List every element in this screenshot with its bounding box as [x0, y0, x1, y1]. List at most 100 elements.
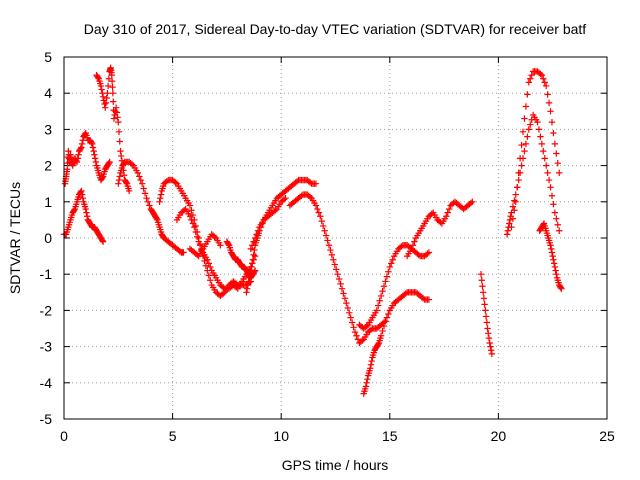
data-point: [247, 245, 254, 253]
data-point: [328, 251, 336, 259]
data-point: [514, 184, 521, 191]
data-point: [101, 100, 108, 108]
data-point: [97, 82, 105, 90]
data-point: [386, 263, 393, 271]
data-point: [250, 251, 257, 259]
data-point: [272, 207, 279, 214]
data-point: [382, 278, 389, 285]
data-point: [243, 289, 250, 296]
data-point: [508, 223, 515, 231]
data-point: [282, 194, 289, 202]
data-point: [195, 238, 202, 245]
data-point: [540, 221, 547, 228]
data-point: [194, 251, 201, 259]
data-point: [373, 307, 380, 314]
data-point: [115, 118, 122, 126]
data-point: [112, 108, 119, 115]
data-point: [244, 281, 252, 289]
data-point: [367, 361, 375, 368]
data-point: [327, 246, 334, 254]
data-point: [519, 128, 527, 136]
data-point: [335, 275, 343, 283]
data-point: [123, 179, 130, 186]
data-point: [205, 260, 212, 267]
data-point: [191, 223, 198, 231]
data-point: [248, 263, 255, 271]
x-axis-label: GPS time / hours: [282, 457, 389, 473]
data-series: [403, 198, 476, 260]
data-point: [551, 140, 559, 148]
data-point: [541, 79, 548, 86]
data-point: [253, 231, 260, 238]
data-point: [194, 233, 201, 240]
data-point: [547, 242, 554, 249]
data-point: [74, 155, 81, 162]
data-point: [538, 140, 546, 148]
data-point: [544, 91, 551, 98]
data-point: [376, 297, 383, 304]
data-point: [521, 147, 528, 155]
data-point: [348, 319, 356, 326]
data-point: [314, 205, 321, 213]
data-point: [487, 347, 495, 354]
axis-ticks: [63, 56, 608, 420]
data-point: [105, 75, 113, 82]
data-point: [321, 227, 328, 234]
data-point: [205, 272, 212, 279]
data-point: [211, 233, 218, 240]
data-point: [324, 237, 331, 244]
data-point: [312, 202, 320, 209]
data-point: [220, 290, 227, 297]
data-point: [249, 242, 256, 249]
data-point: [548, 245, 555, 253]
data-point: [340, 290, 347, 297]
data-point: [318, 217, 325, 225]
data-point: [522, 103, 530, 110]
data-point: [138, 180, 146, 187]
chart-title: Day 310 of 2017, Sidereal Day-to-day VTE…: [84, 21, 587, 37]
data-point: [479, 283, 486, 290]
data-point: [537, 70, 544, 78]
data-point: [108, 71, 115, 79]
data-point: [385, 268, 392, 275]
y-tick-label: -1: [40, 266, 53, 282]
data-point: [550, 256, 557, 263]
y-tick-label: -2: [40, 302, 53, 318]
data-point: [479, 289, 487, 296]
data-point: [109, 83, 116, 91]
data-point: [518, 141, 525, 149]
data-point: [540, 75, 547, 82]
x-tick-label: 20: [491, 428, 507, 444]
data-point: [249, 260, 256, 267]
data-point: [408, 245, 415, 253]
data-point: [78, 140, 86, 148]
data-point: [117, 147, 124, 155]
data-point: [180, 249, 187, 256]
data-point: [552, 267, 559, 274]
data-point: [525, 79, 533, 86]
data-point: [91, 155, 99, 162]
data-point: [547, 184, 554, 191]
data-point: [542, 162, 550, 169]
data-point: [247, 267, 254, 274]
data-point: [115, 176, 123, 184]
data-point: [548, 249, 556, 256]
x-tick-label: 25: [599, 428, 615, 444]
data-point: [515, 169, 522, 177]
data-point: [146, 202, 153, 209]
data-point: [91, 151, 98, 158]
data-point: [251, 246, 258, 254]
data-point: [109, 90, 117, 97]
data-point: [511, 197, 518, 204]
data-point: [524, 133, 531, 140]
data-point: [481, 301, 488, 308]
data-point: [89, 140, 96, 148]
data-point: [482, 307, 489, 314]
data-point: [189, 211, 197, 219]
data-point: [398, 243, 405, 250]
data-point: [347, 314, 354, 321]
data-point: [521, 115, 528, 122]
data-point: [415, 251, 422, 259]
data-point: [503, 231, 511, 238]
data-point: [547, 108, 554, 115]
